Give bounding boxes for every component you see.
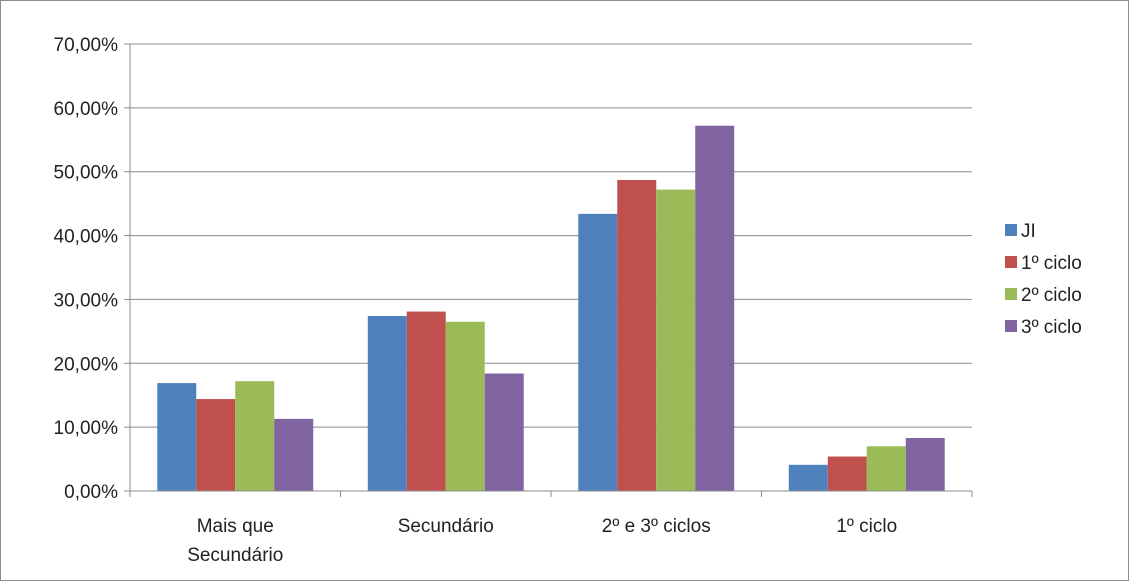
bars — [157, 125, 945, 492]
bar — [484, 373, 524, 491]
legend-swatch — [1005, 224, 1017, 236]
y-tick-label: 40,00% — [54, 227, 119, 248]
y-tick-label: 30,00% — [54, 290, 119, 311]
bar — [617, 180, 657, 491]
bar — [905, 437, 945, 491]
bar — [157, 383, 197, 491]
bar — [274, 418, 314, 491]
y-tick-label: 70,00% — [54, 35, 119, 56]
bar — [235, 381, 275, 491]
bar — [827, 456, 867, 491]
category-label: 1º ciclo — [836, 516, 897, 537]
bar — [788, 464, 828, 491]
legend-label: 1º ciclo — [1021, 253, 1082, 274]
legend-swatch — [1005, 320, 1017, 332]
bar — [578, 213, 618, 492]
axes — [129, 44, 973, 497]
y-tick-label: 10,00% — [54, 418, 119, 439]
legend-swatch — [1005, 288, 1017, 300]
bar — [695, 125, 735, 491]
legend: JI 1º ciclo 2º ciclo 3º ciclo — [1005, 221, 1082, 338]
y-tick-label: 20,00% — [54, 354, 119, 375]
legend-label: 2º ciclo — [1021, 285, 1082, 306]
category-label: Secundário — [398, 516, 494, 537]
bar — [445, 321, 485, 491]
bar — [196, 399, 236, 491]
bar — [406, 311, 446, 491]
category-label: 2º e 3º ciclos — [602, 516, 711, 537]
y-axis-ticks: 0,00% 10,00% 20,00% 30,00% 40,00% 50,00% 60,00… — [54, 35, 130, 503]
category-label: Mais que Secundário — [187, 516, 283, 566]
y-tick-label: 60,00% — [54, 99, 119, 120]
bar — [866, 446, 906, 491]
x-axis-categories: Mais que Secundário Secundário 2º e 3º cicl… — [187, 516, 897, 566]
legend-swatch — [1005, 256, 1017, 268]
legend-label: JI — [1021, 221, 1036, 242]
bar — [367, 316, 407, 491]
y-tick-label: 50,00% — [54, 163, 119, 184]
y-tick-label: 0,00% — [64, 482, 118, 503]
legend-label: 3º ciclo — [1021, 317, 1082, 338]
bar — [656, 189, 696, 491]
gridlines — [130, 43, 972, 428]
